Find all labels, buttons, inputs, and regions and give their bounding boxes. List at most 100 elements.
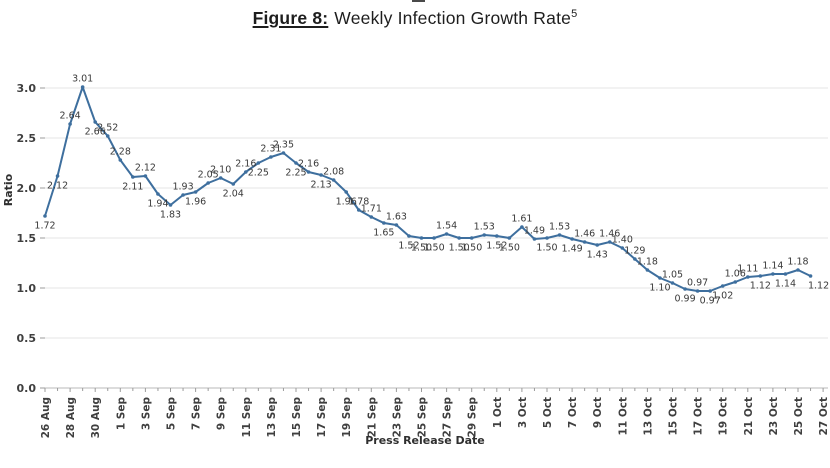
data-point: [507, 236, 512, 240]
data-point: [294, 161, 298, 165]
data-point-label: 1.12: [750, 281, 771, 292]
data-point-label: 1.50: [461, 243, 482, 254]
x-tick-label: 1 Sep: [115, 397, 127, 431]
data-point: [607, 240, 612, 244]
data-point-label: 2.25: [248, 168, 269, 179]
data-point: [670, 281, 675, 285]
data-point: [181, 193, 185, 197]
data-point-label: 1.94: [147, 199, 168, 210]
data-point-label: 1.53: [474, 222, 495, 233]
x-tick-label: 9 Sep: [216, 397, 228, 431]
figure-number-label: Figure 8:: [252, 8, 329, 28]
data-point-label: 1.18: [787, 257, 808, 268]
data-point: [382, 221, 386, 225]
data-point-label: 2.31: [260, 144, 281, 155]
x-tick-label: 3 Sep: [140, 397, 152, 431]
x-tick-label: 7 Sep: [191, 397, 203, 431]
data-point: [55, 174, 60, 178]
x-tick-label: 25 Sep: [417, 397, 429, 438]
data-point-label: 2.08: [323, 167, 344, 178]
figure-title-text: Weekly Infection Growth Rate: [334, 8, 572, 28]
x-tick-label: 27 Sep: [442, 397, 454, 438]
data-point: [595, 243, 599, 247]
data-point-label: 2.35: [273, 140, 294, 151]
data-point-label: 1.96: [336, 197, 357, 208]
cropped-page-artifact: [412, 0, 425, 2]
data-point: [746, 275, 750, 279]
y-tick-label: 1.5: [17, 232, 37, 245]
series-line: [44, 86, 812, 292]
data-point-label: 1.52: [486, 241, 507, 252]
data-point: [369, 215, 374, 219]
data-point-label: 1.43: [587, 250, 608, 261]
data-point-label: 1.46: [599, 229, 620, 240]
data-point: [758, 274, 763, 278]
data-point-label: 1.49: [524, 226, 545, 237]
data-point: [344, 190, 349, 194]
data-point: [206, 181, 210, 185]
data-point: [557, 233, 562, 237]
data-point-label: 1.50: [449, 243, 470, 254]
data-point: [306, 170, 311, 174]
data-point: [356, 208, 361, 212]
x-tick-label: 5 Oct: [542, 397, 554, 428]
data-point: [244, 170, 248, 174]
data-point-label: 1.10: [649, 283, 670, 294]
y-axis-title: Ratio: [2, 173, 15, 206]
data-point-label: 1.50: [411, 243, 432, 254]
data-point-label: 0.97: [687, 278, 708, 289]
data-point: [771, 272, 775, 276]
data-point-label: 1.12: [808, 281, 829, 292]
data-point-label: 1.49: [562, 244, 583, 255]
data-point: [93, 120, 97, 124]
data-point-label: 3.01: [72, 74, 93, 85]
y-tick-label: 2.0: [17, 182, 37, 195]
data-point-label: 2.13: [311, 180, 332, 191]
x-tick-label: 19 Sep: [341, 397, 353, 438]
x-tick-label: 23 Oct: [768, 397, 780, 435]
data-point: [532, 237, 537, 241]
x-tick-label: 13 Oct: [642, 397, 654, 435]
data-point: [783, 272, 788, 276]
data-point: [43, 214, 47, 218]
data-point-label: 1.63: [386, 212, 407, 223]
data-point: [495, 234, 499, 238]
data-point-label: 1.96: [185, 197, 206, 208]
data-point-label: 1.11: [737, 264, 758, 275]
data-point-label: 0.97: [700, 296, 721, 307]
data-point: [231, 182, 236, 186]
data-point-label: 1.02: [712, 291, 733, 302]
x-tick-label: 17 Sep: [316, 397, 328, 438]
data-point-label: 1.61: [511, 214, 532, 225]
data-point-label: 1.93: [172, 182, 193, 193]
data-point-label: 1.05: [662, 270, 683, 281]
y-tick-label: 0.5: [17, 332, 37, 345]
data-point: [269, 155, 273, 159]
data-point-label: 1.46: [574, 229, 595, 240]
data-point: [633, 257, 637, 261]
data-point: [218, 176, 223, 180]
data-point-label: 1.54: [436, 221, 457, 232]
data-point: [281, 151, 286, 155]
x-tick-label: 21 Sep: [366, 397, 378, 438]
data-point-label: 1.78: [348, 197, 369, 208]
y-tick-label: 2.5: [17, 132, 37, 145]
figure-footnote-marker: 5: [571, 8, 578, 21]
x-tick-label: 27 Oct: [818, 397, 830, 435]
data-point: [796, 268, 800, 272]
x-tick-label: 30 Aug: [90, 397, 102, 438]
data-point: [118, 158, 123, 162]
data-point-label: 1.72: [34, 221, 55, 232]
y-tick-label: 3.0: [17, 82, 37, 95]
data-point: [457, 236, 461, 240]
data-point-label: 2.10: [210, 165, 231, 176]
x-tick-label: 15 Oct: [668, 397, 680, 435]
data-point: [394, 223, 399, 227]
data-point-label: 0.99: [674, 294, 695, 305]
data-point-label: 1.65: [373, 228, 394, 239]
data-point-label: 1.53: [549, 222, 570, 233]
data-point: [419, 236, 424, 240]
data-point-label: 1.14: [762, 261, 783, 272]
data-point-label: 2.16: [298, 159, 319, 170]
